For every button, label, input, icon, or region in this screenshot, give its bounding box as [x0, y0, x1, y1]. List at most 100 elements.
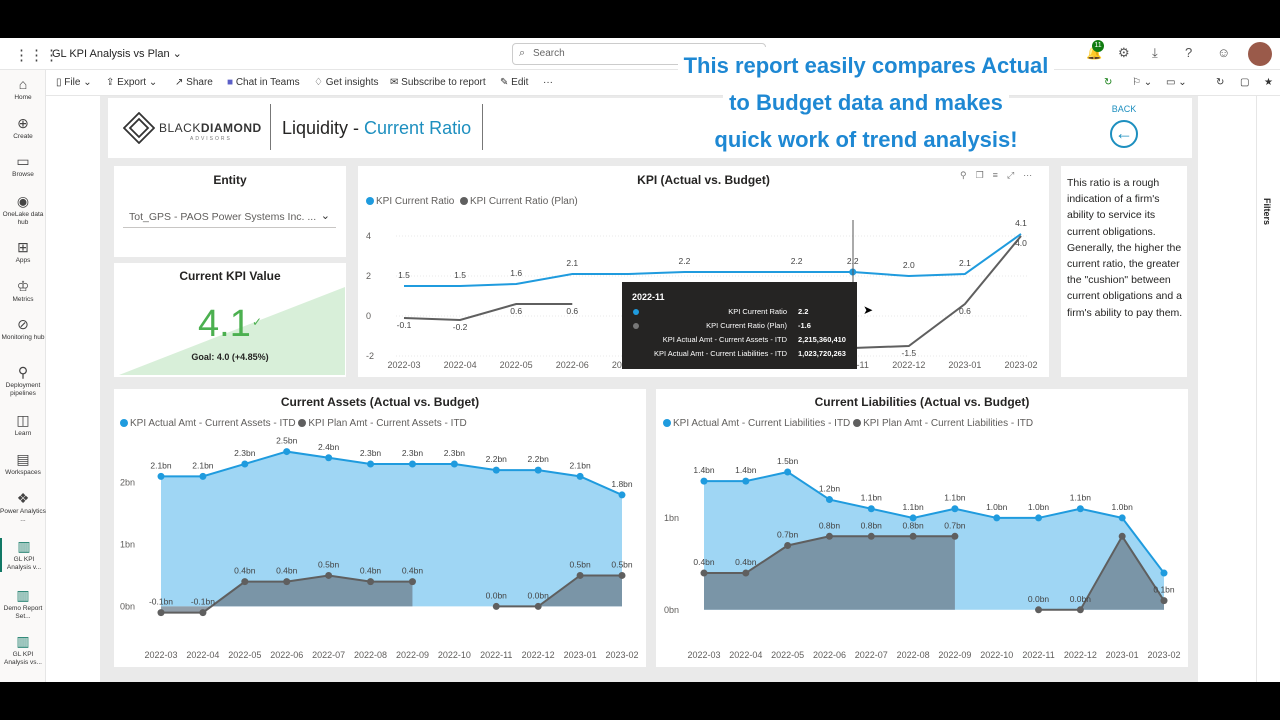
app-launcher-icon[interactable]: ⋮⋮⋮: [14, 47, 59, 64]
reload-icon[interactable]: ↻: [1216, 77, 1225, 88]
data-label: 0.4bn: [276, 566, 298, 576]
power-analytics-icon: ❖: [16, 490, 30, 506]
data-label: 1.4bn: [735, 465, 757, 475]
data-label: 1.6: [510, 268, 522, 278]
data-point: [492, 466, 500, 474]
data-label: 0.8bn: [902, 520, 924, 530]
nav-item[interactable]: ⊞ Apps: [0, 239, 46, 265]
entity-selected-value: Tot_GPS - PAOS Power Systems Inc. ...: [129, 211, 317, 223]
bookmark-icon[interactable]: ⚐ ⌄: [1132, 77, 1153, 88]
view-icon[interactable]: ▭ ⌄: [1166, 77, 1187, 88]
x-tick-label: 2022-08: [354, 650, 387, 660]
series-area: [1038, 536, 1164, 610]
data-label: 2.0: [903, 260, 915, 270]
nav-item[interactable]: ◫ Learn: [0, 412, 46, 438]
data-label: 1.8bn: [611, 479, 633, 489]
chevron-down-icon: ⌄: [320, 210, 330, 222]
focus-mode-icon[interactable]: ⤢: [1006, 170, 1024, 180]
kpi-goal: Goal: 4.0 (+4.85%): [191, 352, 269, 362]
data-point: [1076, 505, 1084, 513]
nav-item-label: OneLake data hub: [2, 211, 44, 226]
get-insights-button[interactable]: ♢ Get insights: [314, 77, 379, 88]
y-tick-label: 0bn: [664, 605, 679, 615]
data-point: [618, 491, 626, 499]
more-options-button[interactable]: ···: [543, 77, 553, 88]
export-icon: ⇪: [106, 77, 115, 88]
x-tick-label: 2022-06: [556, 360, 589, 370]
data-point: [1076, 606, 1084, 614]
browse-icon: ▭: [16, 153, 30, 169]
chat-in-teams-button[interactable]: ■ Chat in Teams: [227, 77, 300, 88]
data-label: 2.1bn: [192, 460, 214, 470]
nav-item[interactable]: ♔ Metrics: [0, 278, 46, 304]
data-point: [993, 514, 1001, 522]
export-menu-button[interactable]: ⇪ Export ⌄: [106, 77, 158, 88]
share-button[interactable]: ↗ Share: [175, 77, 213, 88]
visual-header-icons[interactable]: ⚲❐≡⤢⋯: [960, 170, 1041, 181]
file-menu-button[interactable]: ▯ File ⌄: [56, 77, 92, 88]
nav-item[interactable]: ▭ Browse: [0, 153, 46, 179]
help-icon[interactable]: ?: [1185, 45, 1193, 60]
nav-item[interactable]: ▤ Workspaces: [0, 451, 46, 477]
comment-icon[interactable]: ▢: [1240, 77, 1250, 88]
x-tick-label: 2022-07: [855, 650, 888, 660]
nav-item-label: Deployment pipelines: [5, 382, 41, 397]
tooltip-title: 2022-11: [632, 292, 665, 302]
download-icon[interactable]: ⤓: [1152, 45, 1158, 60]
nav-item[interactable]: ⌂ Home: [0, 76, 46, 102]
x-tick-label: 2023-01: [948, 360, 981, 370]
edit-button[interactable]: ✎ Edit: [500, 77, 529, 88]
data-point: [825, 496, 833, 504]
data-label: 0.5bn: [611, 559, 633, 569]
checkmark-icon: ✓: [252, 315, 263, 329]
settings-gear-icon[interactable]: ⚙: [1118, 45, 1130, 60]
description-card: This ratio is a rough indication of a fi…: [1061, 166, 1187, 377]
nav-item[interactable]: ❖ Power Analytics ...: [0, 490, 46, 524]
tooltip-row: KPI Current Ratio 2.2: [622, 307, 857, 319]
current-assets-chart[interactable]: Current Assets (Actual vs. Budget) KPI A…: [114, 389, 646, 667]
report-title[interactable]: GL KPI Analysis vs Plan ⌄: [52, 48, 182, 60]
filters-pane[interactable]: Filters: [1256, 96, 1280, 682]
x-tick-label: 2022-08: [897, 650, 930, 660]
data-label: 0.4bn: [402, 566, 424, 576]
feedback-smiley-icon[interactable]: ☺: [1217, 45, 1231, 60]
filter-icon[interactable]: ≡: [992, 170, 1007, 180]
refresh-visual-icon[interactable]: ↻: [1104, 77, 1113, 88]
nav-item-label: GL KPI Analysis v...: [6, 556, 42, 571]
data-label: 2.2: [791, 256, 803, 266]
nav-item-label: Demo Report Set...: [3, 605, 43, 620]
current-liabilities-chart[interactable]: Current Liabilities (Actual vs. Budget) …: [656, 389, 1188, 667]
chart-legend: KPI Current Ratio KPI Current Ratio (Pla…: [366, 196, 578, 207]
nav-item[interactable]: ▥ GL KPI Analysis vs...: [0, 633, 46, 667]
promo-overlay-text: This report easily compares Actual to Bud…: [650, 47, 1082, 158]
more-options-icon[interactable]: ⋯: [1023, 170, 1042, 180]
copy-icon[interactable]: ❐: [975, 170, 993, 180]
nav-item[interactable]: ⚲ Deployment pipelines: [0, 364, 46, 398]
nav-item[interactable]: ⊘ Monitoring hub: [0, 316, 46, 342]
nav-item[interactable]: ⊕ Create: [0, 115, 46, 141]
nav-item-label: Create: [13, 133, 33, 140]
nav-item[interactable]: ▥ GL KPI Analysis v...: [0, 538, 46, 572]
legend-item: KPI Current Ratio (Plan): [469, 196, 578, 207]
pin-icon[interactable]: ⚲: [960, 170, 976, 180]
pencil-icon: ✎: [500, 77, 509, 88]
back-button[interactable]: BACK ←: [1106, 104, 1142, 152]
nav-item[interactable]: ◉ OneLake data hub: [0, 193, 46, 227]
tooltip-row: KPI Actual Amt - Current Liabilities - I…: [622, 349, 857, 361]
data-label: 1.0bn: [1112, 502, 1134, 512]
legend-item: KPI Current Ratio: [376, 196, 455, 207]
nav-item[interactable]: ▥ Demo Report Set...: [0, 587, 46, 621]
data-point: [283, 578, 291, 586]
legend-item: KPI Plan Amt - Current Assets - ITD: [308, 418, 467, 429]
data-point: [241, 578, 249, 586]
user-avatar[interactable]: [1248, 42, 1272, 66]
entity-dropdown[interactable]: Tot_GPS - PAOS Power Systems Inc. ... ⌄: [123, 206, 336, 228]
data-point: [576, 571, 584, 579]
data-label: 2.3bn: [444, 448, 466, 458]
subscribe-button[interactable]: ✉ Subscribe to report: [390, 77, 486, 88]
data-point: [1118, 532, 1126, 540]
y-tick-label: -2: [366, 351, 374, 361]
favorite-star-icon[interactable]: ★: [1264, 77, 1273, 88]
y-tick-label: 2: [366, 271, 371, 281]
back-arrow-icon: ←: [1110, 120, 1138, 148]
